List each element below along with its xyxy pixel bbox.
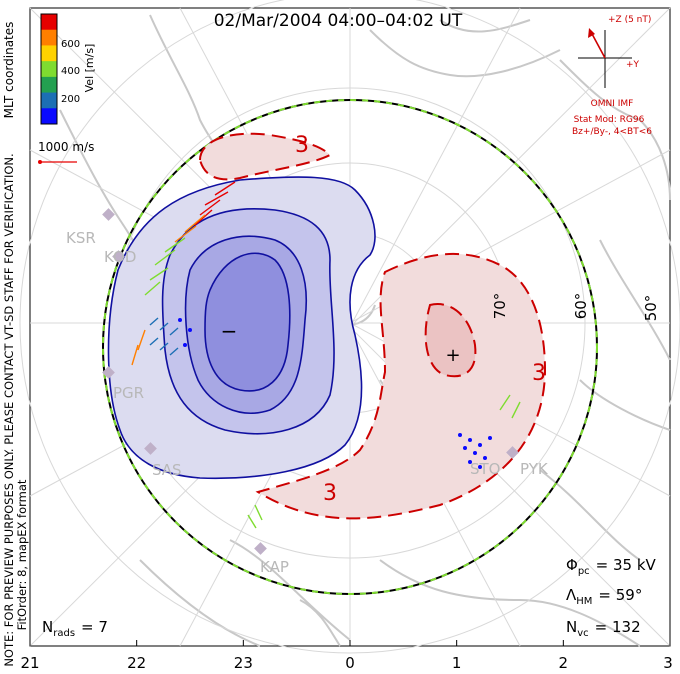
imf-condition: Bz+/By-, 4<BT<6 [572, 127, 652, 137]
imf-stat-mod: Stat Mod: RG96 [574, 115, 645, 125]
contour-label: 3 [323, 481, 337, 506]
station-label-ksr: KSR [66, 229, 96, 247]
colorbar-swatch [41, 61, 57, 78]
latitude-label-60: 60° [572, 293, 590, 320]
colorbar-swatch [41, 92, 57, 109]
velocity-colorbar [40, 13, 58, 125]
stat-nvc-sub: vc [577, 628, 588, 639]
station-label-sas: SAS [152, 461, 182, 479]
station-label-kod: KOD [104, 248, 136, 266]
stat-phi-symbol: Φ [566, 556, 578, 574]
mlt-tick-label: 23 [234, 654, 253, 672]
stat-lambda-sub: HM [576, 596, 592, 607]
hm-boundary [102, 99, 598, 595]
stat-nrads-value: = 7 [81, 618, 108, 636]
colorbar-swatch [41, 14, 57, 31]
imf-source: OMNI IMF [591, 99, 634, 109]
imf-clock-dial [578, 28, 632, 88]
stat-lambda-symbol: Λ [566, 586, 577, 604]
svg-text:Φpc= 35 kV: Φpc = 35 kV [566, 556, 657, 577]
colorbar-swatch [41, 45, 57, 62]
dawn-cell-sign: + [445, 345, 460, 366]
imf-z-label: +Z (5 nT) [608, 15, 651, 25]
mlt-tick-label: 3 [663, 654, 673, 672]
colorbar-tick-200: 200 [61, 94, 80, 105]
stat-nrads-sub: rads [53, 628, 75, 639]
fit-order-note: FitOrder: 8, mapEX format [15, 479, 29, 630]
stat-lambda-hm: ΛHM = 59° [566, 586, 642, 607]
mlt-tick-label: 22 [127, 654, 146, 672]
velocity-scale-label: 1000 m/s [38, 140, 94, 154]
station-label-kap: KAP [260, 558, 289, 576]
mlt-axis: 21 22 23 0 1 2 3 [20, 640, 673, 672]
svg-text:Nvc= 132: Nvc = 132 [566, 618, 641, 639]
station-label-pgr: PGR [113, 384, 144, 402]
contour-label: 3 [295, 133, 309, 158]
svg-text:ΛHM= 59°: ΛHM = 59° [566, 586, 642, 607]
colorbar-swatch [41, 108, 57, 125]
contour-label: 3 [532, 361, 546, 386]
stat-n-vc: Nvc = 132 [566, 618, 641, 639]
mlt-tick-label: 21 [20, 654, 39, 672]
stat-nrads-symbol: N [42, 618, 53, 636]
latitude-label-70: 70° [491, 293, 509, 320]
mlt-tick-label: 0 [345, 654, 355, 672]
colorbar-tick-400: 400 [61, 66, 80, 77]
imf-y-label: +Y [626, 60, 640, 70]
map-title: 02/Mar/2004 04:00–04:02 UT [214, 11, 463, 31]
latitude-label-50: 50° [642, 295, 660, 322]
colorbar-swatch [41, 29, 57, 46]
dusk-cell-sign: − [221, 319, 238, 343]
coordinate-system-label: MLT coordinates [2, 22, 16, 119]
stat-lambda-value: = 59° [598, 586, 642, 604]
station-label-sto: STO [470, 460, 501, 478]
stat-phi-sub: pc [578, 566, 590, 577]
preview-note: NOTE: FOR PREVIEW PURPOSES ONLY. PLEASE … [2, 153, 16, 666]
colorbar-frame [40, 13, 58, 125]
stat-nvc-value: = 132 [595, 618, 641, 636]
dusk-convection-cell [107, 176, 376, 480]
mlt-tick-label: 1 [452, 654, 462, 672]
stat-n-rads: Nrads = 7 [42, 618, 108, 639]
colorbar-tick-600: 600 [61, 39, 80, 50]
svg-text:Nrads= 7: Nrads = 7 [42, 618, 108, 639]
colorbar-swatch [41, 76, 57, 94]
station-label-pyk: PYK [520, 460, 549, 478]
velocity-vectors [131, 181, 521, 529]
colorbar-label: Vel [m/s] [83, 44, 96, 93]
velocity-scale-vector [38, 160, 77, 164]
mlt-tick-label: 2 [559, 654, 569, 672]
stat-phi-pc: Φpc = 35 kV [566, 556, 657, 577]
stat-phi-value: = 35 kV [596, 556, 657, 574]
stat-nvc-symbol: N [566, 618, 577, 636]
